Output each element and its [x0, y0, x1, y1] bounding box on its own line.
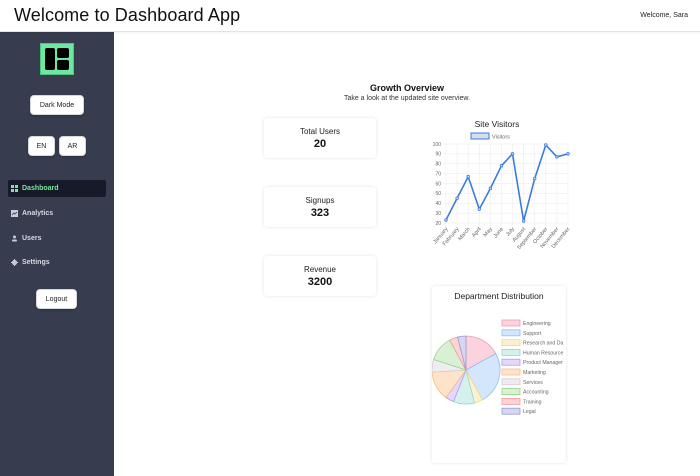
main-content: Growth Overview Take a look at the updat…: [114, 32, 700, 476]
svg-text:30: 30: [435, 211, 441, 217]
chart-icon: [11, 210, 18, 217]
sidebar-item-label: Analytics: [22, 210, 54, 217]
svg-text:60: 60: [435, 181, 441, 187]
stat-card-signups: Signups 323: [264, 187, 376, 227]
svg-text:May: May: [483, 226, 494, 238]
svg-text:20: 20: [435, 221, 441, 227]
svg-text:Training: Training: [523, 399, 542, 405]
site-visitors-chart: Site Visitors Visitors 20 30 40 50 60 70 80 90 100…: [424, 116, 571, 266]
svg-text:April: April: [471, 226, 483, 238]
svg-text:90: 90: [435, 152, 441, 158]
sidebar: Dark Mode EN AR Dashboard Analytics User…: [0, 32, 114, 476]
svg-text:80: 80: [435, 162, 441, 168]
dashboard-layout-icon: [40, 43, 74, 75]
stat-label: Signups: [305, 196, 335, 205]
svg-text:Research and Da: Research and Da: [523, 341, 563, 347]
stat-value: 20: [313, 138, 327, 150]
svg-text:Visitors: Visitors: [492, 135, 510, 141]
department-distribution-chart: Department Distribution Engineering Suppor…: [431, 286, 566, 463]
sidebar-item-settings[interactable]: Settings: [8, 254, 106, 271]
svg-text:Human Resource: Human Resource: [523, 350, 563, 356]
svg-text:70: 70: [435, 171, 441, 177]
stat-label: Total Users: [299, 127, 340, 136]
logout-button[interactable]: Logout: [36, 289, 77, 309]
pie-chart-svg: Department Distribution Engineering Suppor…: [431, 291, 563, 415]
top-bar: Welcome to Dashboard App Welcome, Sara: [0, 0, 700, 32]
line-chart-svg: Site Visitors Visitors 20 30 40 50 60 70 80 90 100…: [432, 119, 571, 251]
svg-text:Product Manager: Product Manager: [523, 360, 563, 366]
stat-card-total-users: Total Users 20: [264, 118, 376, 158]
svg-text:Legal: Legal: [523, 409, 536, 415]
svg-text:100: 100: [433, 142, 442, 148]
svg-text:40: 40: [435, 201, 441, 207]
svg-text:March: March: [457, 226, 471, 242]
svg-text:June: June: [493, 226, 505, 239]
dark-mode-button[interactable]: Dark Mode: [30, 95, 84, 115]
svg-text:Department Distribution: Department Distribution: [454, 291, 544, 301]
sidebar-item-label: Users: [22, 235, 42, 242]
stat-value: 3200: [307, 276, 333, 288]
page-title: Growth Overview: [369, 83, 445, 93]
app-title: Welcome to Dashboard App: [14, 5, 241, 25]
sidebar-item-label: Settings: [22, 259, 50, 266]
sidebar-item-users[interactable]: Users: [8, 230, 106, 247]
svg-text:Site Visitors: Site Visitors: [475, 119, 520, 129]
svg-text:Services: Services: [523, 380, 543, 386]
svg-text:July: July: [505, 226, 516, 238]
sidebar-item-label: Dashboard: [22, 185, 59, 192]
svg-text:Support: Support: [523, 331, 542, 337]
sidebar-item-dashboard[interactable]: Dashboard: [8, 180, 106, 197]
gear-icon: [11, 259, 18, 266]
svg-text:50: 50: [435, 191, 441, 197]
svg-text:Marketing: Marketing: [523, 370, 546, 376]
svg-text:Accounting: Accounting: [523, 390, 549, 396]
lang-en-button[interactable]: EN: [28, 136, 55, 156]
sidebar-item-analytics[interactable]: Analytics: [8, 205, 106, 222]
svg-text:Engineering: Engineering: [523, 321, 551, 327]
welcome-text: Welcome, Sara: [640, 12, 688, 19]
stat-card-revenue: Revenue 3200: [264, 256, 376, 296]
stat-label: Revenue: [303, 265, 337, 274]
grid-icon: [11, 185, 18, 192]
stat-value: 323: [310, 207, 330, 219]
user-icon: [11, 235, 18, 242]
page-subtitle: Take a look at the updated site overview…: [343, 95, 471, 102]
lang-ar-button[interactable]: AR: [59, 136, 86, 156]
